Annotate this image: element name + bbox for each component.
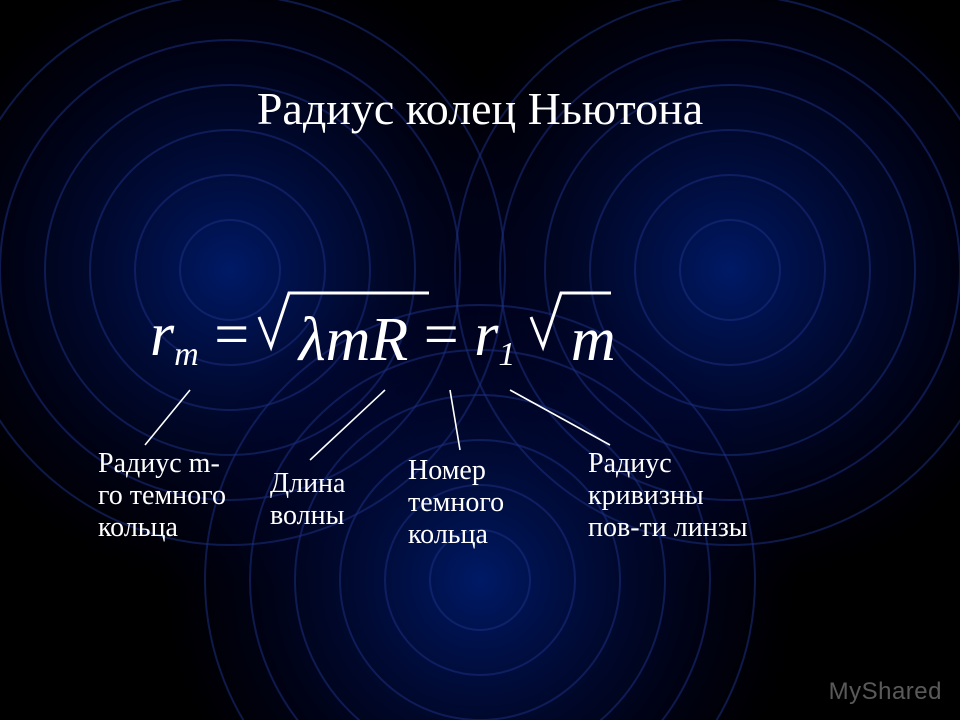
slide: Радиус колец Ньютона rm = λmR = r1 m — [0, 0, 960, 720]
label-rm: Радиус m- го темного кольца — [98, 448, 226, 545]
label-lam: Длина волны — [270, 468, 345, 532]
pointer-lines — [0, 0, 960, 720]
content-layer: Радиус колец Ньютона rm = λmR = r1 m — [0, 0, 960, 720]
label-rad: Радиус кривизны пов-ти линзы — [588, 448, 748, 545]
label-num: Номер темного кольца — [408, 455, 504, 552]
watermark: MyShared — [829, 678, 942, 706]
